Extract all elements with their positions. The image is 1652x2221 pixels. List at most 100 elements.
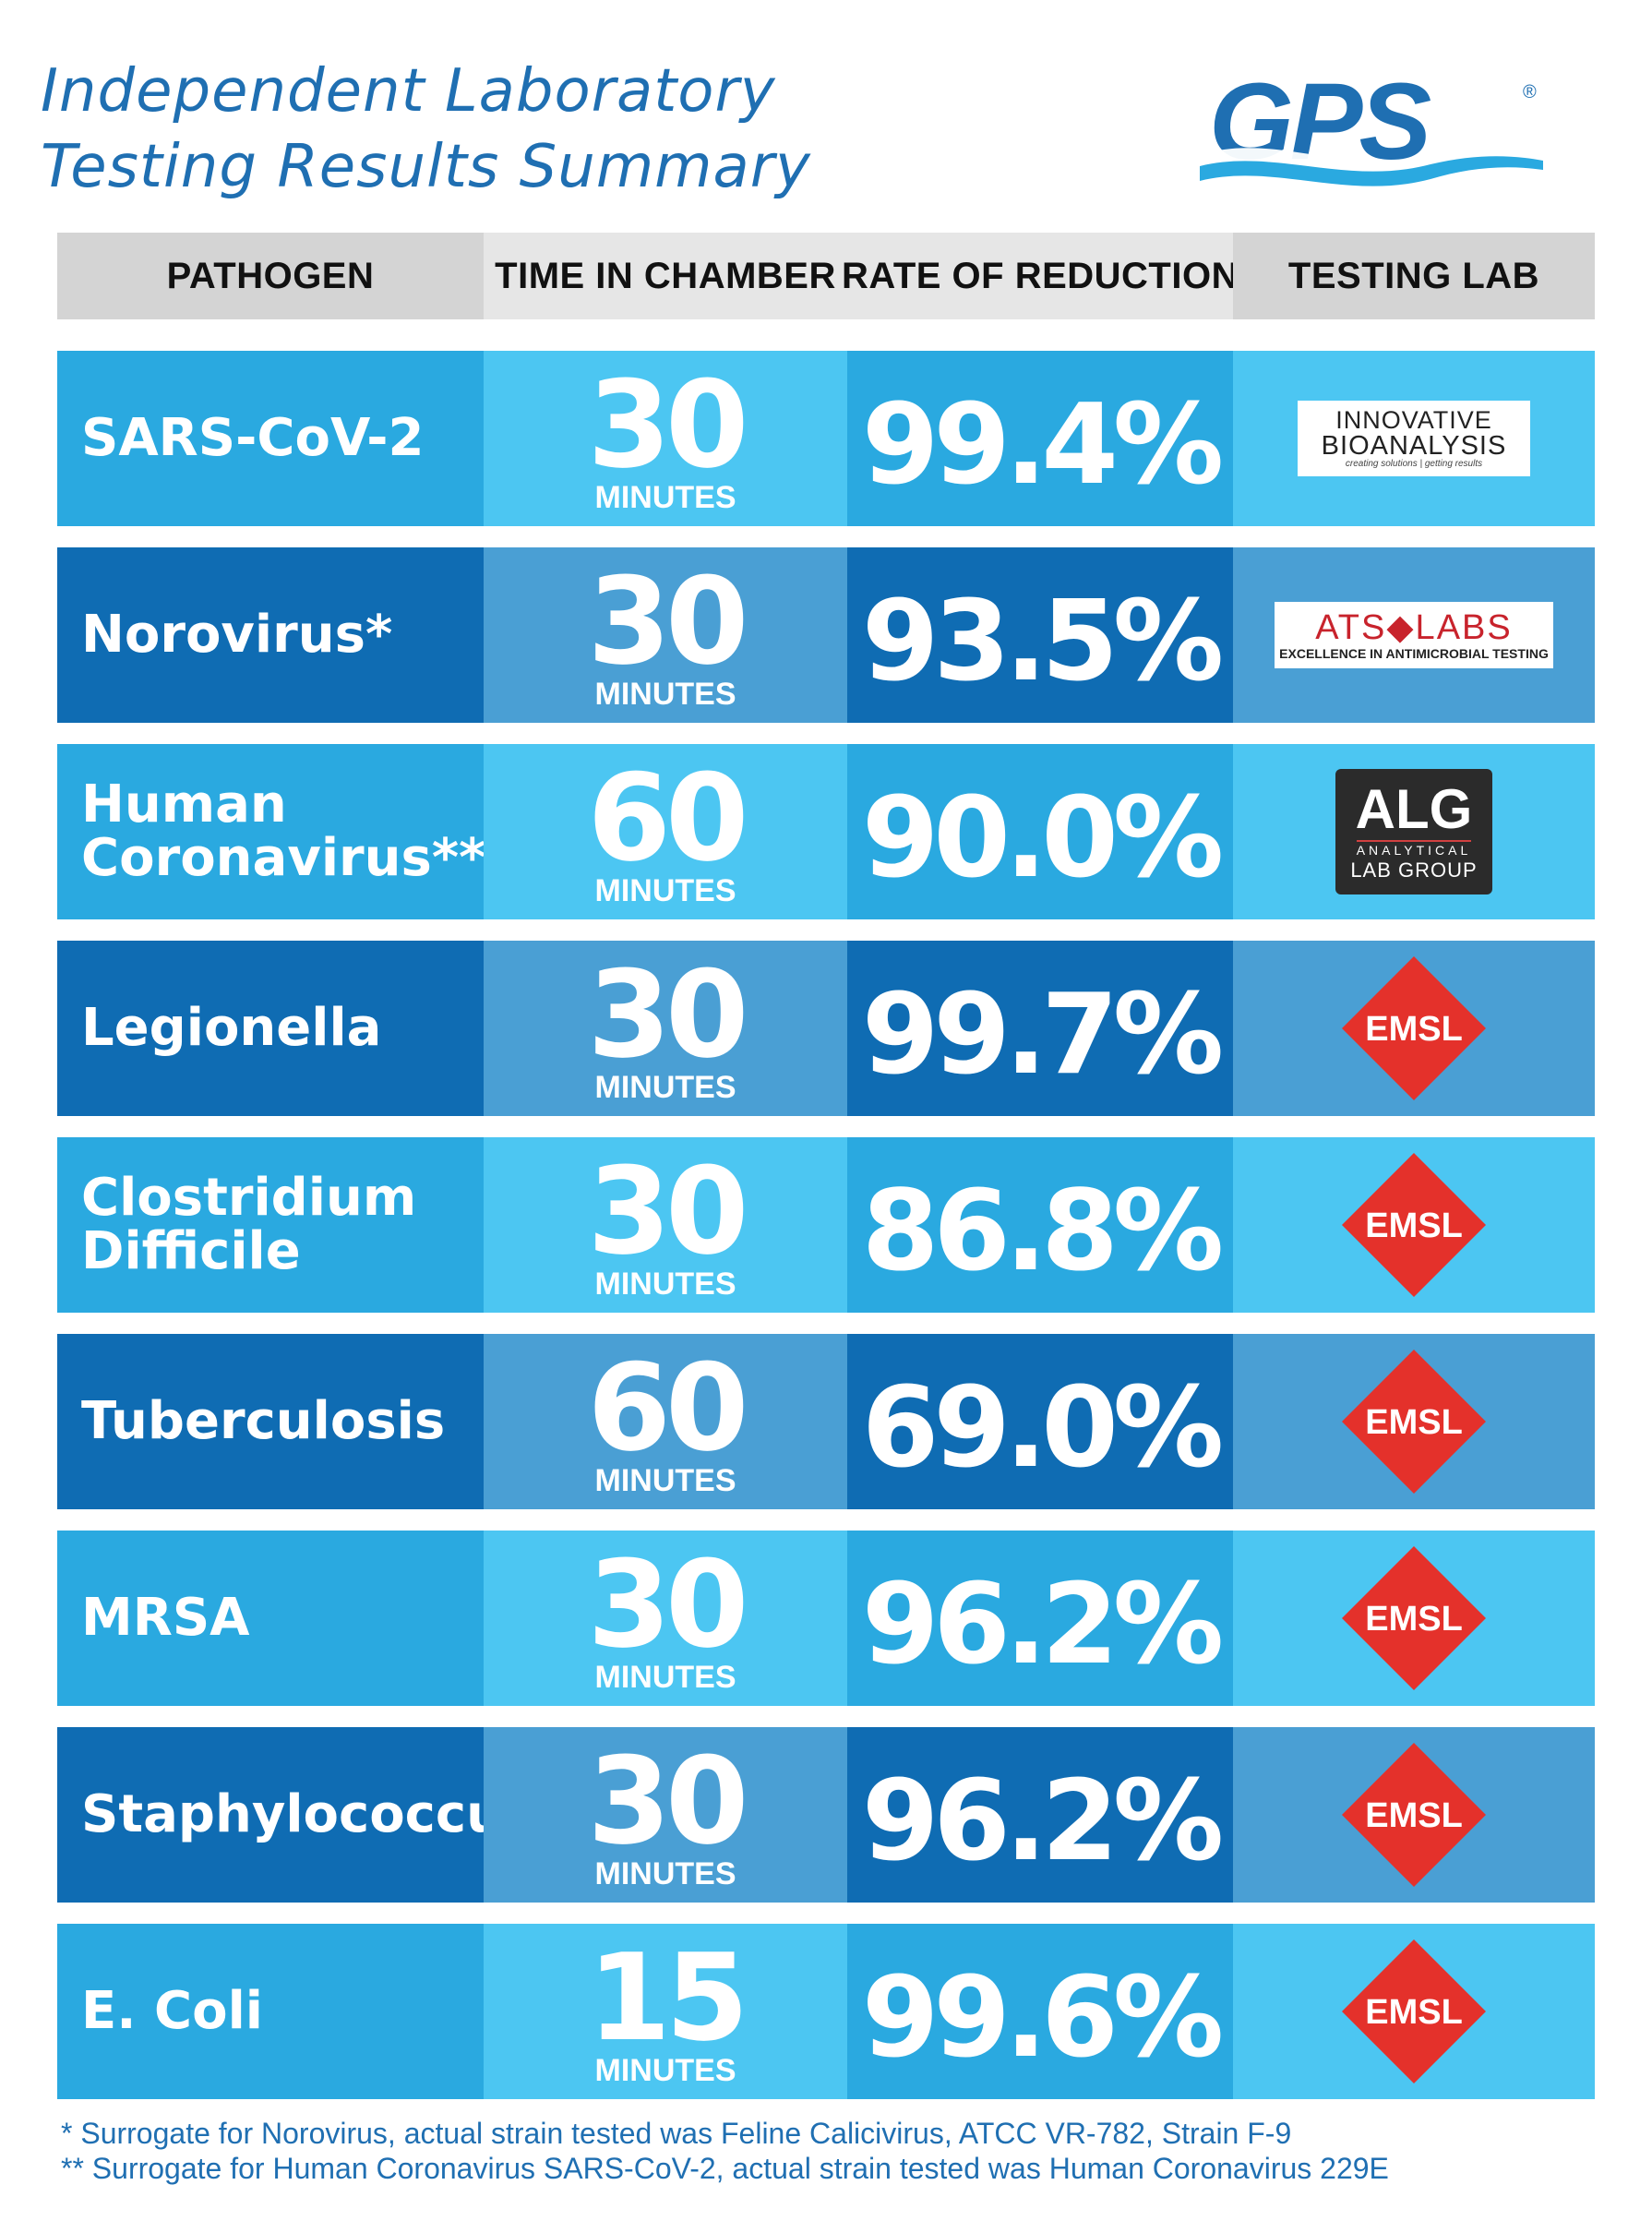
pathogen-name: Legionella xyxy=(57,941,484,1116)
rate-of-reduction: 69.0% xyxy=(847,1334,1233,1509)
emsl-diamond-shape xyxy=(1342,1546,1486,1690)
time-in-chamber: 30 MINUTES xyxy=(484,1727,847,1903)
testing-lab: EMSL xyxy=(1233,1137,1595,1313)
testing-lab: ATS◆LABS EXCELLENCE IN ANTIMICROBIAL TEST… xyxy=(1233,547,1595,723)
emsl-diamond-icon: EMSL xyxy=(1342,1153,1486,1297)
time-unit: MINUTES xyxy=(594,873,736,908)
gps-wave-blue xyxy=(1200,156,1543,186)
table-row: Legionella 30 MINUTES 99.7% EMSL xyxy=(57,941,1595,1116)
gps-wave-white xyxy=(1200,145,1543,178)
time-in-chamber: 60 MINUTES xyxy=(484,1334,847,1509)
footnote-1: * Surrogate for Norovirus, actual strain… xyxy=(61,2117,1292,2150)
time-in-chamber: 30 MINUTES xyxy=(484,1137,847,1313)
testing-lab: EMSL xyxy=(1233,1531,1595,1706)
results-table-body: SARS-CoV-2 30 MINUTES 99.4% INNOVATIVE BIOANA… xyxy=(57,351,1595,2120)
testing-lab: EMSL xyxy=(1233,941,1595,1116)
emsl-logo: EMSL xyxy=(1338,1936,1490,2087)
table-row: E. Coli 15 MINUTES 99.6% EMSL xyxy=(57,1924,1595,2099)
table-header: PATHOGEN TIME IN CHAMBER RATE OF REDUCTI… xyxy=(57,233,1595,319)
pathogen-name: E. Coli xyxy=(57,1924,484,2099)
header-pathogen: PATHOGEN xyxy=(57,233,484,319)
time-in-chamber: 30 MINUTES xyxy=(484,1531,847,1706)
footnotes: * Surrogate for Norovirus, actual strain… xyxy=(61,2116,1389,2186)
rate-of-reduction: 96.2% xyxy=(847,1531,1233,1706)
time-unit: MINUTES xyxy=(594,1856,736,1891)
time-unit: MINUTES xyxy=(594,1070,736,1105)
emsl-diamond-icon: EMSL xyxy=(1342,1546,1486,1690)
table-row: Clostridium Difficile 30 MINUTES 86.8% EMSL xyxy=(57,1137,1595,1313)
rate-of-reduction: 93.5% xyxy=(847,547,1233,723)
rate-of-reduction: 99.7% xyxy=(847,941,1233,1116)
time-value: 30 xyxy=(587,551,749,691)
pathogen-name: Tuberculosis xyxy=(57,1334,484,1509)
emsl-diamond-shape xyxy=(1342,1153,1486,1297)
testing-lab: EMSL xyxy=(1233,1334,1595,1509)
time-unit: MINUTES xyxy=(594,677,736,712)
rate-of-reduction: 86.8% xyxy=(847,1137,1233,1313)
time-value: 30 xyxy=(587,1141,749,1281)
emsl-logo: EMSL xyxy=(1338,953,1490,1104)
time-value: 15 xyxy=(587,1927,749,2068)
time-value: 30 xyxy=(587,1534,749,1675)
title-line-1: Independent Laboratory xyxy=(41,57,776,126)
emsl-diamond-icon: EMSL xyxy=(1342,1350,1486,1494)
testing-lab: EMSL xyxy=(1233,1727,1595,1903)
time-value: 60 xyxy=(587,1338,749,1478)
ats-labs-logo: ATS◆LABS EXCELLENCE IN ANTIMICROBIAL TEST… xyxy=(1275,602,1553,668)
emsl-logo-text: EMSL xyxy=(1365,1010,1463,1049)
time-in-chamber: 30 MINUTES xyxy=(484,547,847,723)
time-unit: MINUTES xyxy=(594,1660,736,1695)
lab-logo-line-1: INNOVATIVE xyxy=(1335,406,1492,434)
pathogen-name: Human Coronavirus** xyxy=(57,744,485,919)
emsl-logo: EMSL xyxy=(1338,1149,1490,1301)
time-unit: MINUTES xyxy=(594,1267,736,1302)
emsl-logo-text: EMSL xyxy=(1365,1600,1463,1639)
page-title: Independent Laboratory Testing Results S… xyxy=(41,54,811,205)
table-row: Staphylococcus 30 MINUTES 96.2% EMSL xyxy=(57,1727,1595,1903)
lab-logo-tagline: EXCELLENCE IN ANTIMICROBIAL TESTING xyxy=(1279,646,1549,661)
lab-logo-tagline: creating solutions | getting results xyxy=(1345,459,1483,469)
time-value: 60 xyxy=(587,748,749,888)
time-unit: MINUTES xyxy=(594,1463,736,1498)
lab-logo-line-1: ALG xyxy=(1355,778,1473,840)
emsl-logo-text: EMSL xyxy=(1365,1403,1463,1442)
header-rate-of-reduction: RATE OF REDUCTION xyxy=(842,233,1238,319)
emsl-logo: EMSL xyxy=(1338,1739,1490,1891)
lab-logo-line-2: ANALYTICAL xyxy=(1356,840,1472,858)
rate-of-reduction: 90.0% xyxy=(847,744,1233,919)
pathogen-name: Clostridium Difficile xyxy=(57,1137,484,1313)
time-in-chamber: 30 MINUTES xyxy=(484,941,847,1116)
emsl-logo-text: EMSL xyxy=(1365,1796,1463,1835)
testing-lab: EMSL xyxy=(1233,1924,1595,2099)
emsl-diamond-shape xyxy=(1342,1350,1486,1494)
time-value: 30 xyxy=(587,354,749,495)
emsl-logo-text: EMSL xyxy=(1365,1993,1463,2032)
emsl-diamond-shape xyxy=(1342,956,1486,1100)
emsl-diamond-icon: EMSL xyxy=(1342,1743,1486,1887)
emsl-diamond-shape xyxy=(1342,1743,1486,1887)
time-in-chamber: 15 MINUTES xyxy=(484,1924,847,2099)
pathogen-name: SARS-CoV-2 xyxy=(57,351,484,526)
rate-of-reduction: 99.6% xyxy=(847,1924,1233,2099)
footnote-2: ** Surrogate for Human Coronavirus SARS-… xyxy=(61,2152,1389,2185)
testing-lab: INNOVATIVE BIOANALYSIS creating solutions … xyxy=(1233,351,1595,526)
title-line-2: Testing Results Summary xyxy=(41,133,811,201)
emsl-diamond-icon: EMSL xyxy=(1342,956,1486,1100)
table-row: SARS-CoV-2 30 MINUTES 99.4% INNOVATIVE BIOANA… xyxy=(57,351,1595,526)
time-value: 30 xyxy=(587,944,749,1085)
table-row: MRSA 30 MINUTES 96.2% EMSL xyxy=(57,1531,1595,1706)
emsl-diamond-icon: EMSL xyxy=(1342,1939,1486,2083)
alg-logo: ALG ANALYTICAL LAB GROUP xyxy=(1335,769,1492,894)
time-value: 30 xyxy=(587,1731,749,1871)
table-row: Human Coronavirus** 60 MINUTES 90.0% ALG ANAL… xyxy=(57,744,1595,919)
time-in-chamber: 60 MINUTES xyxy=(484,744,847,919)
table-row: Tuberculosis 60 MINUTES 69.0% EMSL xyxy=(57,1334,1595,1509)
gps-logo-graphic: GPS ® xyxy=(1200,61,1543,186)
time-unit: MINUTES xyxy=(594,2053,736,2088)
rate-of-reduction: 96.2% xyxy=(847,1727,1233,1903)
emsl-logo-text: EMSL xyxy=(1365,1207,1463,1245)
testing-lab: ALG ANALYTICAL LAB GROUP xyxy=(1233,744,1595,919)
lab-logo-line-1: ATS◆LABS xyxy=(1315,608,1513,647)
gps-logo: GPS ® xyxy=(1200,61,1550,196)
header-testing-lab: TESTING LAB xyxy=(1233,233,1595,319)
